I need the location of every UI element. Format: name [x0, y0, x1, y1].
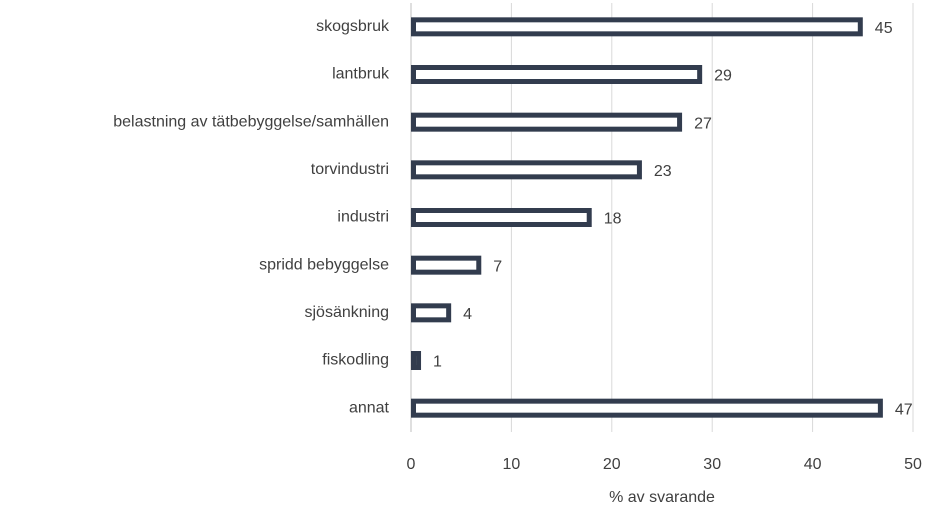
bar: [411, 160, 642, 180]
y-tick-label: annat: [349, 399, 390, 416]
y-tick-label: sjösänkning: [305, 304, 390, 321]
x-tick-label: 50: [904, 456, 922, 473]
y-tick-label: lantbruk: [332, 66, 390, 83]
data-label: 4: [463, 306, 472, 323]
y-tick-label: torvindustri: [311, 161, 389, 178]
x-tick-label: 20: [603, 456, 621, 473]
y-tick-label: skogsbruk: [316, 18, 390, 35]
x-tick-label: 40: [804, 456, 822, 473]
y-tick-label: industri: [337, 209, 389, 226]
bar: [411, 112, 683, 132]
bar: [411, 65, 703, 84]
data-label: 7: [493, 258, 502, 275]
data-label: 27: [694, 115, 712, 132]
data-label: 18: [604, 211, 622, 228]
y-tick-label: spridd bebyggelse: [259, 256, 389, 273]
bar: [411, 398, 883, 418]
data-label: 45: [875, 20, 893, 37]
bar: [411, 255, 482, 275]
x-tick-label: 30: [703, 456, 721, 473]
bar: [411, 17, 863, 37]
y-tick-label: fiskodling: [322, 352, 389, 369]
bar: [411, 351, 422, 370]
data-label: 23: [654, 163, 672, 180]
x-axis-label: % av svarande: [609, 489, 715, 506]
bar: [411, 208, 592, 227]
x-tick-label: 0: [407, 456, 416, 473]
y-tick-label: belastning av tätbebyggelse/samhällen: [113, 113, 389, 130]
data-label: 47: [895, 401, 913, 418]
data-label: 29: [714, 68, 732, 85]
x-tick-label: 10: [503, 456, 521, 473]
bar: [411, 303, 452, 323]
data-label: 1: [433, 354, 442, 371]
